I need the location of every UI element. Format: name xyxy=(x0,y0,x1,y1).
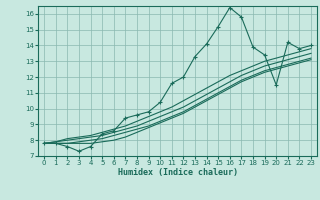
X-axis label: Humidex (Indice chaleur): Humidex (Indice chaleur) xyxy=(118,168,238,177)
